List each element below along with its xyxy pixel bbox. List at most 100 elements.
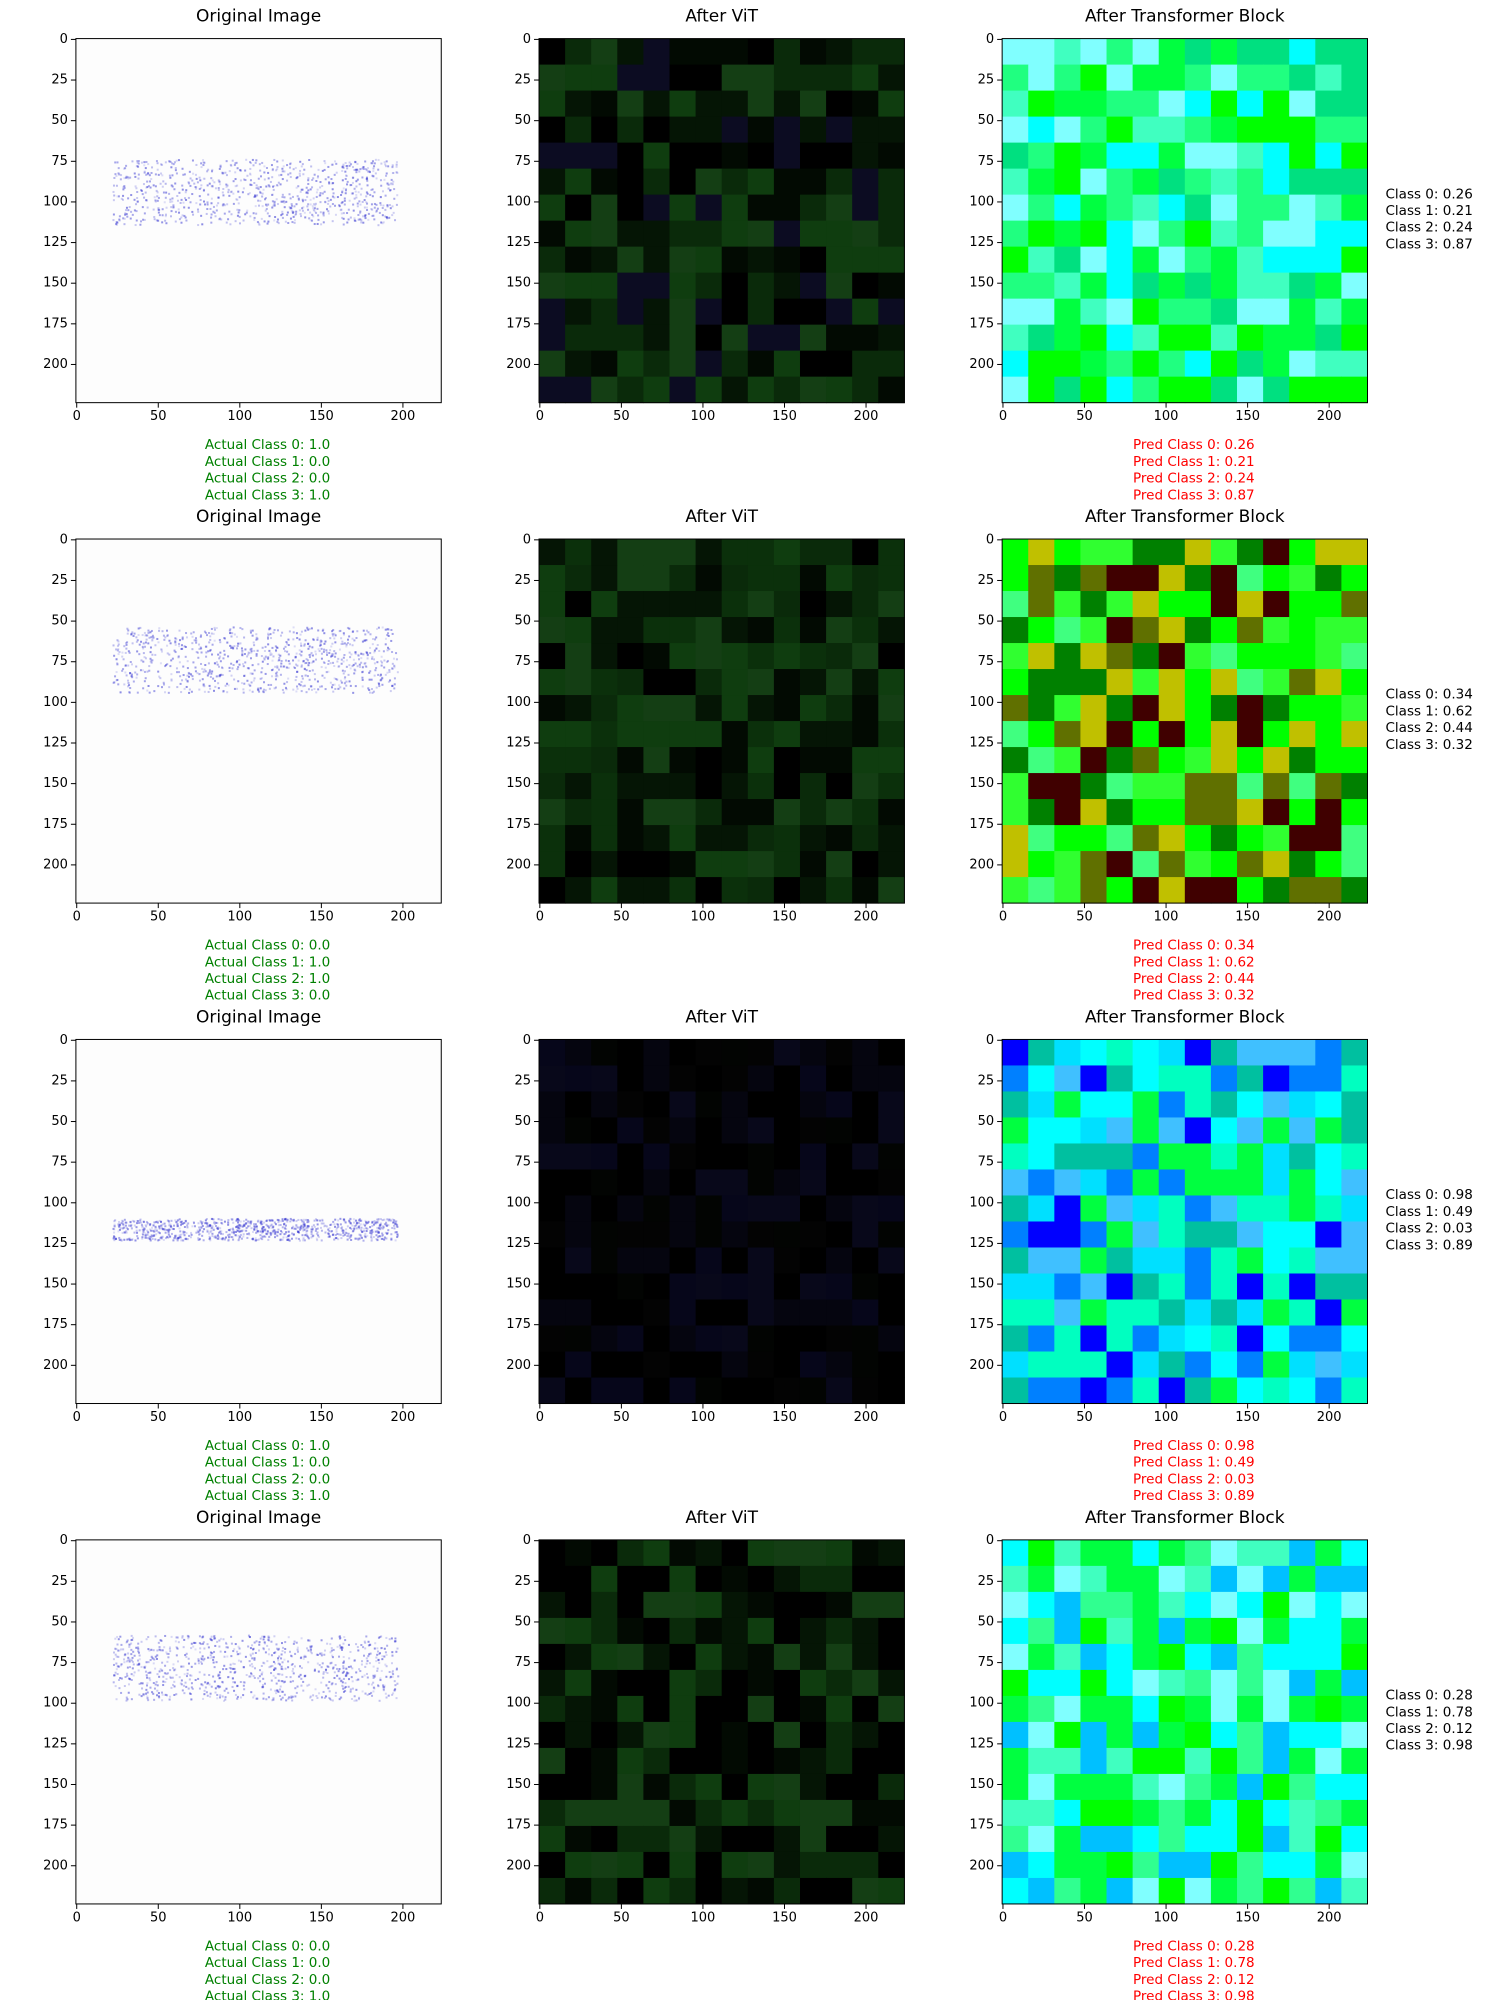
image-speck xyxy=(285,666,288,669)
y-tick-label: 75 xyxy=(978,654,995,669)
image-speck xyxy=(122,1224,125,1227)
image-speck xyxy=(121,1231,124,1234)
image-speck xyxy=(135,676,138,679)
image-speck xyxy=(312,203,315,206)
image-speck xyxy=(331,163,334,166)
x-tick-label: 150 xyxy=(1235,910,1260,925)
y-tick-label: 175 xyxy=(506,1317,531,1332)
image-speck xyxy=(198,187,201,190)
y-tick-label: 125 xyxy=(969,735,994,750)
image-speck xyxy=(148,669,151,672)
image-speck xyxy=(383,161,386,164)
image-speck xyxy=(319,1219,322,1222)
image-speck xyxy=(357,1698,360,1701)
image-cell xyxy=(539,376,566,404)
image-cell xyxy=(826,591,853,618)
image-speck xyxy=(299,1673,302,1676)
image-speck xyxy=(348,1237,351,1240)
image-speck xyxy=(337,1219,340,1222)
image-cell xyxy=(1158,565,1186,592)
image-speck xyxy=(238,663,241,666)
image-speck xyxy=(371,1220,374,1223)
image-speck xyxy=(255,1640,258,1643)
image-speck xyxy=(200,162,203,165)
image-speck xyxy=(130,210,133,213)
image-cell xyxy=(878,1299,905,1327)
image-cell xyxy=(695,1221,723,1248)
image-cell xyxy=(1132,324,1160,352)
image-speck xyxy=(244,213,247,216)
image-speck xyxy=(122,217,125,220)
image-cell xyxy=(539,324,566,352)
image-speck xyxy=(248,689,251,692)
image-cell xyxy=(799,246,827,274)
image-speck xyxy=(321,1662,324,1665)
image-speck xyxy=(326,197,329,200)
image-speck xyxy=(267,1226,270,1229)
image-speck xyxy=(310,661,313,664)
image-speck xyxy=(297,1231,300,1234)
image-speck xyxy=(394,1684,397,1687)
image-speck xyxy=(389,1219,392,1222)
image-speck xyxy=(375,1234,378,1237)
image-cell xyxy=(826,1221,853,1248)
image-speck xyxy=(253,1658,256,1661)
image-speck xyxy=(133,632,136,635)
image-speck xyxy=(305,691,308,694)
image-speck xyxy=(190,1665,193,1668)
image-cell xyxy=(773,1117,801,1144)
image-speck xyxy=(311,205,314,208)
image-cell xyxy=(539,539,566,566)
image-speck xyxy=(242,1684,245,1687)
image-speck xyxy=(138,653,141,656)
image-speck xyxy=(237,202,240,205)
image-speck xyxy=(303,668,306,671)
image-speck xyxy=(181,188,184,191)
image-speck xyxy=(282,691,285,694)
image-speck xyxy=(344,189,347,192)
image-speck xyxy=(144,657,147,660)
image-speck xyxy=(194,187,197,190)
image-speck xyxy=(391,662,394,665)
image-speck xyxy=(257,1238,260,1241)
image-cell xyxy=(878,1169,905,1196)
image-speck xyxy=(176,1647,179,1650)
image-speck xyxy=(271,668,274,671)
image-cell xyxy=(1315,1351,1342,1379)
image-speck xyxy=(150,1226,153,1229)
image-cell xyxy=(695,350,723,378)
image-speck xyxy=(296,687,299,690)
image-speck xyxy=(376,1653,379,1656)
image-cell xyxy=(1210,825,1238,852)
image-speck xyxy=(137,1219,140,1222)
image-speck xyxy=(315,195,318,198)
image-cell xyxy=(852,1273,879,1300)
image-speck xyxy=(379,1228,382,1231)
y-tick-label: 125 xyxy=(969,235,994,250)
image-speck xyxy=(299,1227,302,1230)
image-speck xyxy=(245,158,248,161)
image-cell xyxy=(539,669,566,696)
image-cell xyxy=(695,1195,723,1222)
image-cell xyxy=(1132,1091,1160,1118)
image-cell xyxy=(852,38,879,66)
image-speck xyxy=(359,212,362,215)
image-speck xyxy=(381,1219,384,1222)
image-speck xyxy=(204,1222,207,1225)
image-speck xyxy=(197,210,200,213)
image-cell xyxy=(852,350,879,378)
image-speck xyxy=(372,637,375,640)
image-speck xyxy=(200,647,203,650)
image-speck xyxy=(138,1229,141,1232)
image-speck xyxy=(296,176,299,179)
image-speck xyxy=(369,1226,372,1229)
image-speck xyxy=(168,686,171,689)
image-speck xyxy=(166,1660,169,1663)
image-speck xyxy=(124,1221,127,1224)
image-speck xyxy=(350,1227,353,1230)
image-cell xyxy=(1158,116,1186,144)
image-cell xyxy=(1002,1377,1029,1405)
image-speck xyxy=(261,1223,264,1226)
image-speck xyxy=(318,1664,321,1667)
image-speck xyxy=(353,1659,356,1662)
